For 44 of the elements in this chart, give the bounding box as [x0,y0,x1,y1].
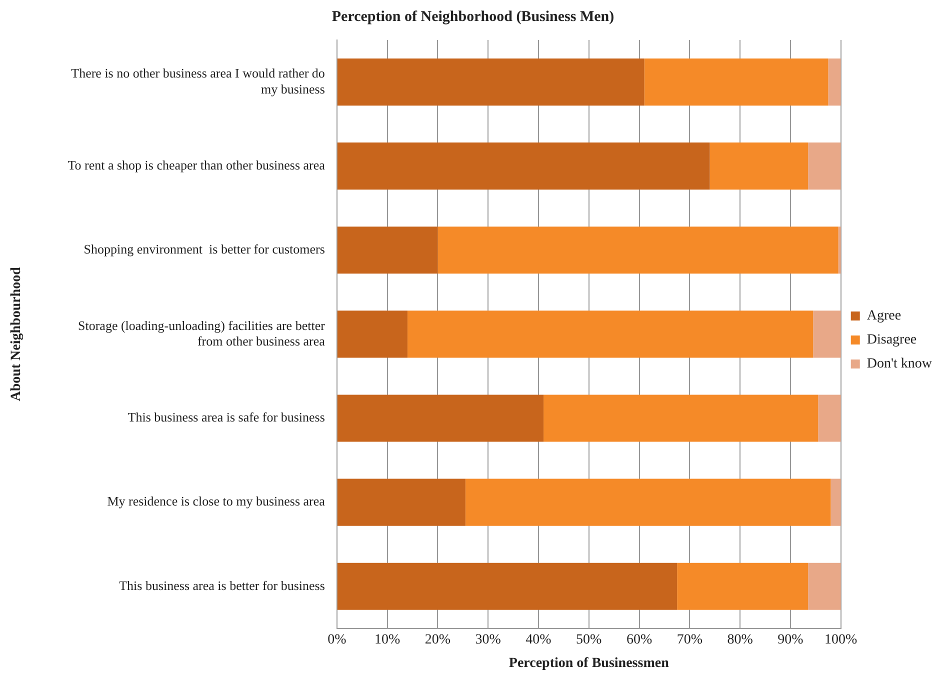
chart-title: Perception of Neighborhood (Business Men) [332,8,614,25]
x-tick-label: 50% [576,632,602,648]
legend-label: Disagree [866,332,917,348]
bar [808,562,841,610]
x-tick-label: 80% [727,632,754,648]
legend-label: Don't know [866,356,933,372]
bar [337,142,710,190]
bar [337,478,466,526]
x-tick-label: 100% [824,632,858,648]
x-tick-label: 70% [676,632,703,648]
y-tick-label: This business area is better for business [119,578,325,593]
x-tick-label: 60% [626,632,652,648]
bar [337,58,644,106]
x-axis-title: Perception of Businessmen [508,656,670,672]
y-tick-label: This business area is safe for business [128,410,325,425]
bar [337,394,544,442]
bar [710,142,808,190]
x-tick-label: 0% [328,632,347,648]
bar [830,478,841,526]
legend-label: Agree [866,308,902,324]
bar [828,58,841,106]
y-tick-label: My residence is close to my business area [107,494,326,509]
bar [544,394,818,442]
bar [677,562,808,610]
bar [465,478,831,526]
bar [337,310,408,358]
x-tick-label: 10% [374,632,400,648]
bar [818,394,841,442]
y-tick-label: Storage (loading-unloading) facilities are better from other business area [78,318,326,348]
bar [808,142,841,190]
bar [438,226,838,274]
x-tick-label: 30% [475,632,502,648]
x-tick-label: 20% [424,632,451,648]
x-tick-label: 40% [526,632,552,648]
bar [407,310,814,358]
y-axis-title: About Neighbourhood [9,266,24,402]
x-tick-label: 90% [778,632,804,648]
bar [813,310,841,358]
bar [337,562,678,610]
bar [337,226,438,274]
bar [644,58,828,106]
y-tick-label: To rent a shop is cheaper than other business area [68,158,326,173]
y-tick-label: There is no other business area I would rather do my business [71,66,325,96]
y-tick-label: Shopping environment is better for customers [84,242,325,257]
